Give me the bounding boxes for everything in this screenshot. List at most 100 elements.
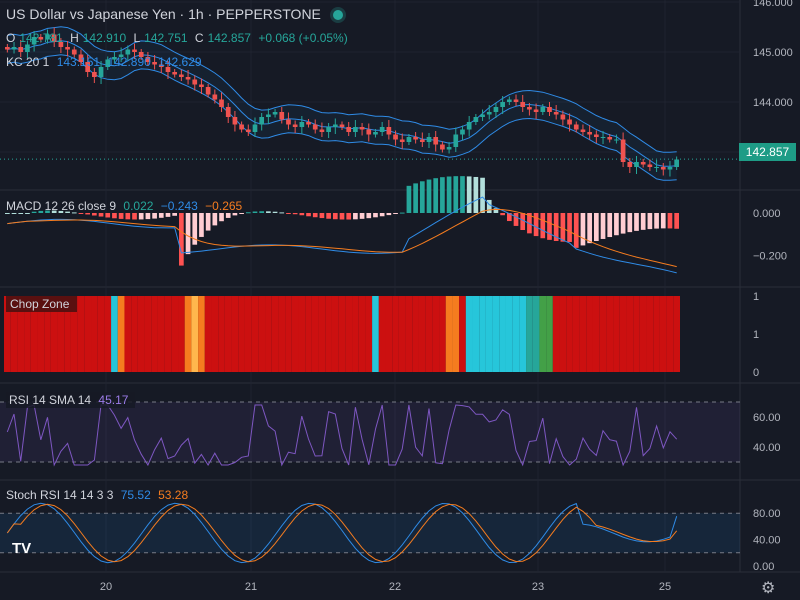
macd-histogram-bar [393, 213, 398, 214]
chop-zone-bar [352, 296, 359, 372]
candle-body [654, 167, 659, 168]
macd-histogram-bar [660, 213, 666, 229]
chop-zone-bar [499, 296, 506, 372]
gear-icon[interactable]: ⚙ [761, 580, 776, 597]
last-price-label: 142.857 [739, 143, 796, 161]
macd-histogram-bar [386, 213, 392, 216]
macd-histogram-bar [614, 213, 619, 236]
tradingview-logo[interactable]: TV [12, 540, 32, 557]
candle-body [179, 74, 184, 77]
chop-zone-bar [291, 296, 299, 372]
chop-zone-bar [599, 296, 607, 372]
chop-zone-bar [519, 296, 527, 372]
chop-zone-bar [44, 296, 51, 372]
candle-body [413, 137, 418, 140]
macd-histogram-bar [506, 213, 512, 222]
macd-histogram-bar [513, 213, 519, 226]
candle-body [379, 127, 385, 132]
chop-zone-bar [318, 296, 326, 372]
chop-zone-bar [613, 296, 620, 372]
macd-histogram-bar [453, 176, 459, 213]
macd-histogram-bar [239, 213, 244, 214]
chop-zone-bar [365, 296, 373, 372]
macd-histogram-bar [647, 213, 653, 230]
macd-histogram-bar [560, 213, 566, 242]
chop-zone-bar [97, 296, 105, 372]
rsi-legend[interactable]: RSI 14 SMA 14 45.17 [6, 392, 136, 408]
candle-body [386, 127, 392, 135]
chop-zone-bar [84, 296, 92, 372]
chop-zone-bar [178, 296, 185, 372]
stoch-band-fill [0, 513, 740, 553]
macd-histogram-bar [433, 178, 439, 213]
chop-zone-bar [633, 296, 640, 372]
kc-lower-line [7, 54, 677, 181]
chop-zone-bar [472, 296, 480, 372]
rsi-band-fill [0, 402, 740, 462]
macd-histogram-bar [232, 213, 238, 216]
chop-zone-bar [452, 296, 460, 372]
candle-body [279, 112, 285, 120]
chop-zone-bar [325, 296, 332, 372]
y-tick-label: 40.00 [753, 535, 781, 547]
chop-zone-bar [198, 296, 205, 372]
y-tick-label: 1 [753, 291, 759, 303]
candle-body [440, 144, 445, 150]
chop-zone-bar [559, 296, 567, 372]
candle-body [45, 34, 50, 40]
candle-body [98, 67, 104, 77]
chop-zone-bar [439, 296, 446, 372]
chop-zone-bar [231, 296, 239, 372]
candle-body [580, 129, 586, 132]
chop-zone-bar [331, 296, 339, 372]
y-tick-label: −0.200 [753, 251, 787, 263]
chop-zone-bar [64, 296, 71, 372]
chop-zone-bar [137, 296, 145, 372]
chop-zone-bar [505, 296, 513, 372]
x-tick-label: 22 [389, 581, 401, 593]
chop-zone-bar [144, 296, 152, 372]
candle-body [319, 129, 325, 132]
candle-body [31, 37, 37, 45]
chop-zone-bar [358, 296, 366, 372]
candle-body [339, 124, 345, 127]
x-tick-label: 25 [659, 581, 671, 593]
chop-zone-bar [479, 296, 486, 372]
stoch-legend[interactable]: Stoch RSI 14 14 3 3 75.52 53.28 [6, 488, 189, 502]
chop-zone-bar [398, 296, 406, 372]
macd-legend[interactable]: MACD 12 26 close 9 0.022 −0.243 −0.265 [6, 199, 243, 213]
macd-histogram-bar [92, 213, 97, 216]
macd-histogram-bar [607, 213, 613, 238]
candle-body [527, 107, 532, 110]
candle-body [553, 112, 559, 115]
candle-body [453, 134, 459, 147]
candle-body [433, 137, 439, 145]
candle-body [513, 99, 519, 102]
candle-body [199, 84, 204, 87]
y-tick-label: 1 [753, 329, 759, 341]
candle-body [219, 99, 224, 107]
macd-histogram-bar [125, 213, 131, 220]
chop-zone-bar [492, 296, 500, 372]
candle-body [359, 127, 365, 130]
chop-zone-bar [244, 296, 252, 372]
candle-body [299, 122, 305, 127]
chop-zone-bar [512, 296, 520, 372]
chop-zone-bar [224, 296, 232, 372]
y-tick-label: 144.000 [753, 97, 793, 109]
macd-histogram-bar [426, 179, 432, 213]
candle-body [627, 162, 633, 167]
chop-zone-bar [586, 296, 593, 372]
kc-legend[interactable]: KC 20 1 143.151 142.890 142.629 [6, 55, 202, 69]
candle-body [138, 52, 144, 57]
chop-zone-bar [37, 296, 45, 372]
macd-histogram-bar [634, 213, 639, 231]
candle-body [660, 167, 666, 170]
chop-legend[interactable]: Chop Zone [6, 296, 78, 312]
macd-histogram-bar [18, 213, 24, 214]
macd-histogram-bar [5, 213, 10, 214]
macd-histogram-bar [440, 177, 445, 213]
chop-zone-bar [24, 296, 31, 372]
candle-body [393, 134, 398, 140]
